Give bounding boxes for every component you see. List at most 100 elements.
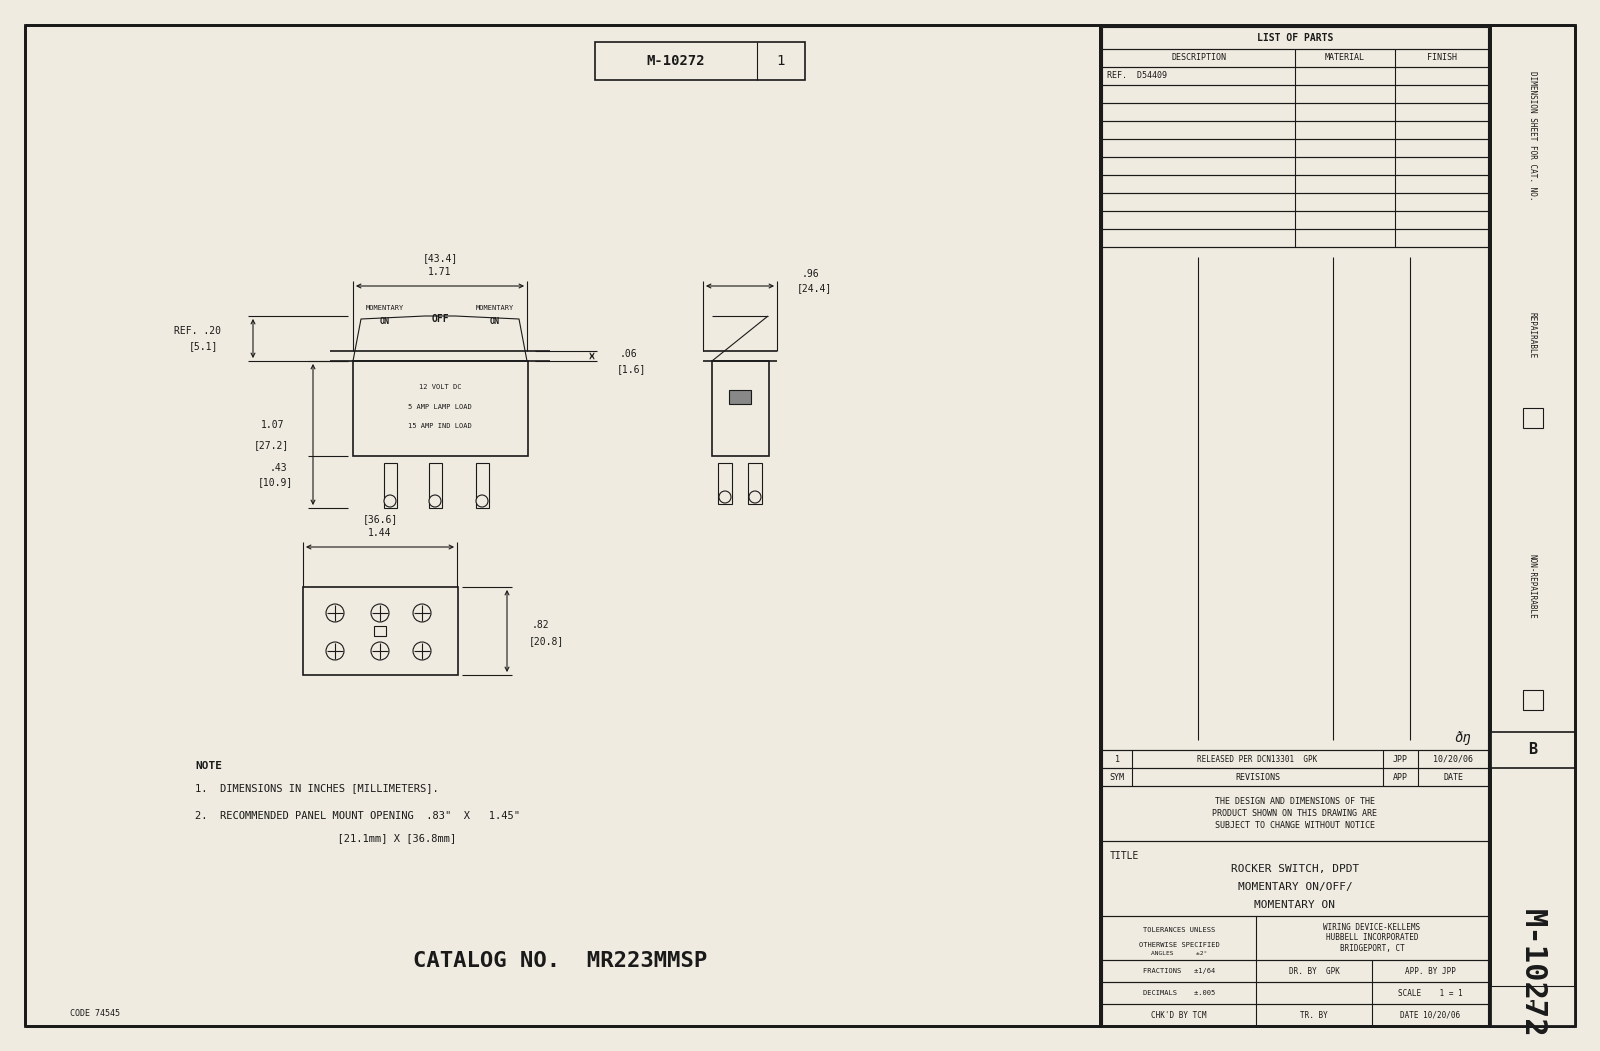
Text: DIMENSION SHEET FOR CAT. NO.: DIMENSION SHEET FOR CAT. NO.	[1528, 71, 1538, 201]
Bar	[595, 42, 805, 80]
Text: MOMENTARY: MOMENTARY	[366, 305, 405, 311]
Text: TITLE: TITLE	[1110, 851, 1139, 861]
Text: [21.1mm] X [36.8mm]: [21.1mm] X [36.8mm]	[250, 833, 456, 843]
Bar	[1102, 916, 1488, 960]
Text: [43.4]: [43.4]	[422, 253, 458, 263]
Text: THE DESIGN AND DIMENSIONS OF THE: THE DESIGN AND DIMENSIONS OF THE	[1214, 797, 1374, 806]
Text: ON: ON	[490, 316, 499, 326]
Text: 15 AMP IND LOAD: 15 AMP IND LOAD	[408, 423, 472, 429]
Bar	[1102, 1004, 1488, 1026]
Text: ANGLES      ±2°: ANGLES ±2°	[1150, 951, 1206, 956]
Text: NON-REPAIRABLE: NON-REPAIRABLE	[1528, 554, 1538, 619]
Text: SCALE    1 = 1: SCALE 1 = 1	[1398, 989, 1462, 997]
Text: PRODUCT SHOWN ON THIS DRAWING ARE: PRODUCT SHOWN ON THIS DRAWING ARE	[1213, 809, 1378, 818]
Bar	[1102, 193, 1488, 211]
Text: BRIDGEPORT, CT: BRIDGEPORT, CT	[1339, 945, 1405, 953]
Text: SYM: SYM	[1109, 772, 1125, 782]
Bar	[749, 463, 762, 504]
Text: FRACTIONS   ±1/64: FRACTIONS ±1/64	[1142, 968, 1214, 974]
Bar	[1102, 982, 1488, 1004]
Text: .43: .43	[269, 463, 286, 473]
Text: MOMENTARY ON: MOMENTARY ON	[1254, 900, 1336, 910]
Bar	[429, 463, 442, 508]
Text: 10/20/06: 10/20/06	[1434, 755, 1474, 763]
Text: DATE: DATE	[1443, 772, 1462, 782]
Text: ROCKER SWITCH, DPDT: ROCKER SWITCH, DPDT	[1230, 864, 1358, 874]
Text: 2.  RECOMMENDED PANEL MOUNT OPENING  .83"  X   1.45": 2. RECOMMENDED PANEL MOUNT OPENING .83" …	[195, 811, 520, 821]
Text: NOTE: NOTE	[195, 761, 222, 771]
Circle shape	[429, 495, 442, 507]
Bar	[1102, 49, 1488, 67]
Bar	[374, 626, 386, 636]
Text: TR. BY: TR. BY	[1301, 1010, 1328, 1019]
Text: OFF: OFF	[430, 314, 450, 324]
Text: 1.71: 1.71	[429, 267, 451, 277]
Bar	[384, 463, 397, 508]
Bar	[1102, 211, 1488, 229]
Bar	[1523, 691, 1542, 710]
Text: [10.9]: [10.9]	[258, 477, 293, 487]
Text: MOMENTARY: MOMENTARY	[475, 305, 514, 311]
Text: DR. BY  GPK: DR. BY GPK	[1288, 967, 1339, 975]
Text: 1: 1	[778, 54, 786, 68]
Text: 1.44: 1.44	[368, 528, 392, 538]
Bar	[1523, 408, 1542, 428]
Text: DATE 10/20/06: DATE 10/20/06	[1400, 1010, 1461, 1019]
Bar	[1490, 25, 1574, 1026]
Text: [20.8]: [20.8]	[530, 636, 565, 646]
Text: CHK'D BY TCM: CHK'D BY TCM	[1152, 1010, 1206, 1019]
Circle shape	[749, 491, 762, 503]
Text: RELEASED PER DCN13301  GPK: RELEASED PER DCN13301 GPK	[1197, 755, 1318, 763]
Text: B: B	[1528, 742, 1538, 758]
Text: FINISH: FINISH	[1427, 54, 1456, 62]
Bar	[1102, 103, 1488, 121]
Bar	[302, 588, 458, 675]
Bar	[1102, 67, 1488, 85]
Bar	[1102, 176, 1488, 193]
Text: REF.  D54409: REF. D54409	[1107, 71, 1166, 81]
Text: CATALOG NO.  MR223MMSP: CATALOG NO. MR223MMSP	[413, 951, 707, 971]
Bar	[1102, 229, 1488, 247]
Text: [1.6]: [1.6]	[618, 364, 646, 374]
Circle shape	[718, 491, 731, 503]
Bar	[1102, 768, 1488, 786]
Text: OTHERWISE SPECIFIED: OTHERWISE SPECIFIED	[1139, 942, 1219, 948]
Text: .96: .96	[802, 269, 819, 279]
Text: APP: APP	[1394, 772, 1408, 782]
Bar	[730, 390, 750, 404]
Text: MOMENTARY ON/OFF/: MOMENTARY ON/OFF/	[1238, 882, 1352, 892]
Circle shape	[384, 495, 397, 507]
Text: JPP: JPP	[1394, 755, 1408, 763]
Bar	[1490, 986, 1574, 1026]
Text: REF. .20: REF. .20	[174, 326, 221, 335]
Bar	[1101, 25, 1490, 1026]
Text: M-10272: M-10272	[1518, 909, 1547, 1037]
Text: [36.6]: [36.6]	[362, 514, 398, 524]
Text: DECIMALS    ±.005: DECIMALS ±.005	[1142, 990, 1214, 996]
Text: 1: 1	[1115, 755, 1120, 763]
Text: REPAIRABLE: REPAIRABLE	[1528, 312, 1538, 358]
Bar	[1102, 841, 1488, 916]
Text: MATERIAL: MATERIAL	[1325, 54, 1365, 62]
Bar	[1102, 121, 1488, 139]
Text: 1: 1	[1528, 1000, 1536, 1013]
Text: TOLERANCES UNLESS: TOLERANCES UNLESS	[1142, 927, 1214, 933]
Bar	[477, 463, 490, 508]
Text: [27.2]: [27.2]	[253, 440, 288, 450]
Text: HUBBELL INCORPORATED: HUBBELL INCORPORATED	[1326, 933, 1418, 943]
Bar	[1102, 85, 1488, 103]
Text: LIST OF PARTS: LIST OF PARTS	[1258, 33, 1333, 43]
Text: ON: ON	[381, 316, 390, 326]
Text: DESCRIPTION: DESCRIPTION	[1171, 54, 1226, 62]
Text: [24.4]: [24.4]	[797, 283, 832, 293]
Bar	[1102, 27, 1488, 49]
Text: REVISIONS: REVISIONS	[1235, 772, 1280, 782]
Bar	[1102, 247, 1488, 750]
Text: M-10272: M-10272	[646, 54, 706, 68]
Bar	[712, 360, 770, 456]
Text: 12 VOLT DC: 12 VOLT DC	[419, 384, 461, 390]
Bar	[1102, 786, 1488, 841]
Text: WIRING DEVICE-KELLEMS: WIRING DEVICE-KELLEMS	[1323, 923, 1421, 931]
Text: 1.  DIMENSIONS IN INCHES [MILLIMETERS].: 1. DIMENSIONS IN INCHES [MILLIMETERS].	[195, 783, 438, 794]
Text: 1.07: 1.07	[261, 420, 285, 430]
